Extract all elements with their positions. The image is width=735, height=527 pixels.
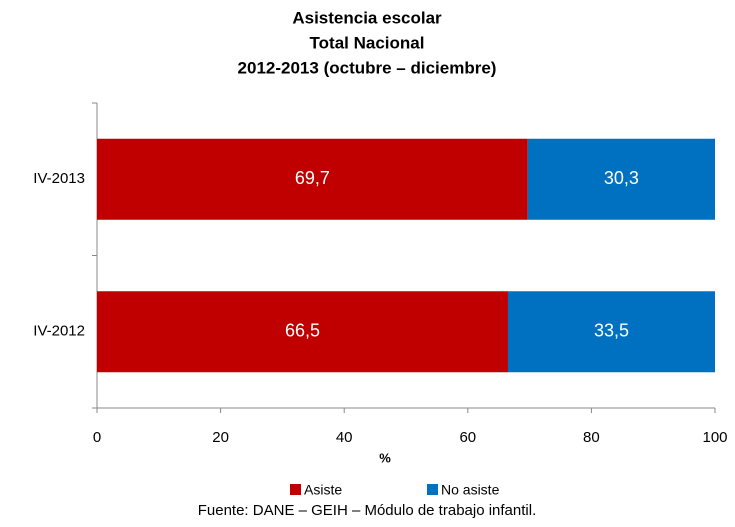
bar xyxy=(97,291,508,373)
y-tick-label: IV-2012 xyxy=(33,323,85,340)
x-tick-label: 40 xyxy=(336,429,353,446)
data-label: 66,5 xyxy=(285,321,320,341)
x-tick-label: 60 xyxy=(459,429,476,446)
chart-title: 2012-2013 (octubre – diciembre) xyxy=(238,58,497,77)
x-axis-label: % xyxy=(379,450,391,465)
x-tick-label: 80 xyxy=(583,429,600,446)
x-tick-label: 0 xyxy=(93,429,101,446)
bar xyxy=(527,138,715,220)
data-label: 33,5 xyxy=(594,321,629,341)
source-note: Fuente: DANE – GEIH – Módulo de trabajo … xyxy=(198,502,537,519)
chart-title: Asistencia escolar xyxy=(292,8,442,27)
bar xyxy=(97,138,528,220)
y-tick-label: IV-2013 xyxy=(33,170,85,187)
x-tick-label: 20 xyxy=(212,429,229,446)
bar xyxy=(507,291,715,373)
x-tick-label: 100 xyxy=(702,429,727,446)
chart-title: Total Nacional xyxy=(310,33,425,52)
legend-swatch xyxy=(427,484,438,495)
legend-label: Asiste xyxy=(304,482,342,498)
data-label: 30,3 xyxy=(604,168,639,188)
legend-swatch xyxy=(290,484,301,495)
legend-label: No asiste xyxy=(441,482,500,498)
data-label: 69,7 xyxy=(295,168,330,188)
